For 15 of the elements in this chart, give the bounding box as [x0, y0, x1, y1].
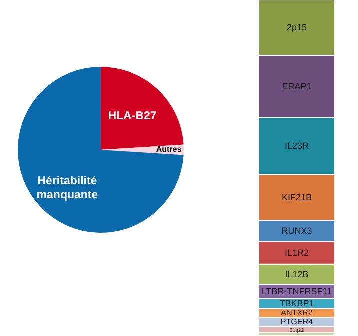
series-label: ANTXR2	[281, 308, 314, 318]
series-label: KIF21B	[282, 192, 312, 203]
series-label: LTBR-TNFRSF11	[262, 286, 332, 297]
series-label: IL23R	[284, 141, 310, 152]
slice-label: Autres	[156, 145, 182, 154]
slice-label: Héritabilité manquante	[36, 175, 98, 202]
series-label: TBKBP1	[280, 298, 314, 309]
slice-label: HLA-B27	[108, 110, 157, 122]
series-label: RUNX3	[282, 226, 312, 236]
pie-slice	[18, 67, 184, 233]
series-label: IL12B	[285, 270, 309, 280]
series-label: PTGER4	[280, 317, 314, 326]
series-label: IL1R2	[284, 248, 310, 258]
series-label: ERAP1	[282, 82, 312, 92]
series-label: 2p15	[286, 22, 308, 33]
